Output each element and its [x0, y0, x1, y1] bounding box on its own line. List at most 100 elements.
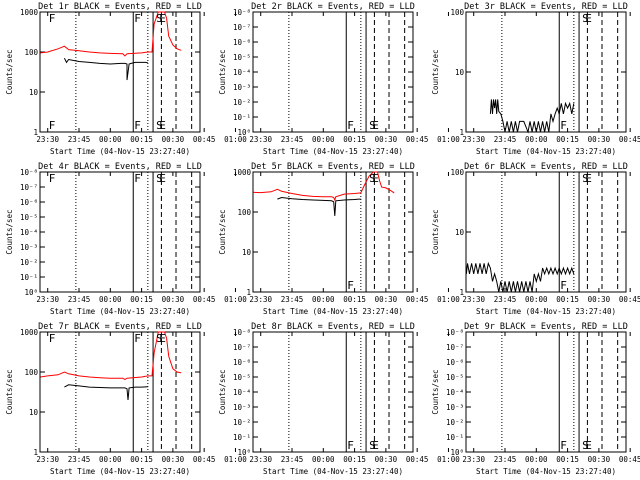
- panel-title: Det 2r BLACK = Events, RED = LLD: [251, 2, 415, 12]
- x-tick-label: 23:45: [281, 295, 304, 304]
- x-tick-label: 23:45: [494, 455, 517, 464]
- marker-f: F: [49, 12, 56, 25]
- marker-f: F: [347, 439, 354, 452]
- marker-f: F: [134, 172, 141, 185]
- x-tick-label: 23:30: [36, 135, 59, 144]
- y-axis-label: Counts/sec: [218, 369, 227, 414]
- x-tick-label: 23:30: [36, 455, 59, 464]
- x-tick-label: 00:45: [193, 135, 216, 144]
- panel-title: Det 6r BLACK = Events, RED = LLD: [464, 162, 628, 172]
- y-axis-label: Counts/sec: [431, 49, 440, 94]
- x-axis-label: Start Time (04-Nov-15 23:27:40): [50, 467, 190, 476]
- y-axis-label: Counts/sec: [218, 209, 227, 254]
- x-tick-label: 23:30: [462, 135, 485, 144]
- y-tick-label: 10⁻³: [233, 403, 251, 412]
- panel-title: Det 5r BLACK = Events, RED = LLD: [251, 162, 415, 172]
- series-red: [253, 171, 395, 202]
- y-tick-label: 10⁻⁴: [233, 388, 251, 397]
- y-axis-label: Counts/sec: [431, 209, 440, 254]
- x-tick-label: 00:30: [588, 295, 611, 304]
- x-tick-label: 23:45: [68, 135, 91, 144]
- marker-s: S: [369, 119, 376, 132]
- y-axis-label: Counts/sec: [218, 49, 227, 94]
- y-tick-label: 100: [450, 168, 464, 177]
- x-tick-label: 01:00: [224, 455, 247, 464]
- x-tick-label: 00:45: [619, 455, 640, 464]
- x-tick-label: 00:45: [406, 135, 429, 144]
- plot-frame: [252, 171, 414, 293]
- marker-s: S: [582, 12, 589, 25]
- x-axis-label: Start Time (04-Nov-15 23:27:40): [263, 467, 403, 476]
- x-tick-label: 00:15: [556, 135, 579, 144]
- y-tick-label: 10⁻⁶: [20, 198, 38, 207]
- x-tick-label: 00:15: [130, 135, 153, 144]
- y-axis-label: Counts/sec: [5, 369, 14, 414]
- panel-title: Det 3r BLACK = Events, RED = LLD: [464, 2, 628, 12]
- y-tick-label: 10⁻⁷: [233, 23, 251, 32]
- marker-e: E: [372, 119, 379, 132]
- x-tick-label: 23:45: [281, 135, 304, 144]
- x-tick-label: 00:00: [99, 455, 122, 464]
- panel-title: Det 7r BLACK = Events, RED = LLD: [38, 322, 202, 332]
- marker-f: F: [49, 119, 56, 132]
- x-tick-label: 23:45: [494, 295, 517, 304]
- x-tick-label: 00:00: [312, 455, 335, 464]
- x-tick-label: 00:45: [193, 295, 216, 304]
- y-tick-label: 100: [24, 368, 38, 377]
- panel-3: Det 3r BLACK = Events, RED = LLD Counts/s…: [431, 2, 640, 156]
- x-tick-label: 00:00: [312, 295, 335, 304]
- marker-s: S: [156, 172, 163, 185]
- x-tick-label: 00:45: [619, 135, 640, 144]
- marker-f: F: [134, 12, 141, 25]
- x-tick-label: 23:30: [249, 135, 272, 144]
- x-tick-label: 23:30: [249, 295, 272, 304]
- y-tick-label: 1: [246, 288, 251, 297]
- x-tick-label: 00:30: [588, 135, 611, 144]
- panel-9: Det 9r BLACK = Events, RED = LLD Counts/s…: [431, 322, 640, 476]
- y-tick-label: 10⁻⁵: [233, 53, 251, 62]
- x-tick-label: 00:30: [375, 135, 398, 144]
- y-tick-label: 10⁻⁸: [233, 328, 251, 337]
- marker-f: F: [347, 279, 354, 292]
- marker-e: E: [585, 172, 592, 185]
- marker-s: S: [582, 172, 589, 185]
- y-tick-label: 10: [29, 408, 39, 417]
- x-tick-label: 00:45: [619, 295, 640, 304]
- y-tick-label: 100: [237, 208, 251, 217]
- x-tick-label: 00:30: [162, 455, 185, 464]
- x-tick-label: 00:15: [556, 295, 579, 304]
- y-tick-label: 10: [455, 228, 465, 237]
- marker-e: E: [159, 12, 166, 25]
- y-tick-label: 10⁻¹: [233, 113, 251, 122]
- y-tick-label: 10⁻³: [233, 83, 251, 92]
- x-tick-label: 00:15: [556, 455, 579, 464]
- y-tick-label: 10⁻⁸: [20, 168, 38, 177]
- y-tick-label: 100: [450, 8, 464, 17]
- y-tick-label: 10⁻²: [233, 98, 251, 107]
- marker-s: S: [582, 439, 589, 452]
- x-tick-label: 00:15: [343, 135, 366, 144]
- marker-e: E: [372, 172, 379, 185]
- y-tick-label: 10⁻²: [446, 418, 464, 427]
- y-tick-label: 10: [455, 68, 465, 77]
- y-tick-label: 10⁻¹: [20, 273, 38, 282]
- y-tick-label: 1000: [20, 328, 39, 337]
- panel-2: Det 2r BLACK = Events, RED = LLD Counts/s…: [218, 2, 460, 156]
- marker-f: F: [560, 119, 567, 132]
- panel-4: Det 4r BLACK = Events, RED = LLD Counts/s…: [5, 162, 247, 316]
- marker-f: F: [560, 279, 567, 292]
- marker-f: F: [134, 119, 141, 132]
- series-black: [277, 196, 361, 216]
- x-tick-label: 00:45: [193, 455, 216, 464]
- marker-s: S: [156, 119, 163, 132]
- marker-s: S: [369, 172, 376, 185]
- panel-6: Det 6r BLACK = Events, RED = LLD Counts/s…: [431, 162, 640, 316]
- x-tick-label: 00:30: [588, 455, 611, 464]
- x-tick-label: 00:00: [99, 135, 122, 144]
- y-axis-label: Counts/sec: [5, 49, 14, 94]
- x-tick-label: 23:30: [462, 295, 485, 304]
- x-tick-label: 00:30: [162, 135, 185, 144]
- x-tick-label: 23:45: [494, 135, 517, 144]
- x-tick-label: 23:30: [36, 295, 59, 304]
